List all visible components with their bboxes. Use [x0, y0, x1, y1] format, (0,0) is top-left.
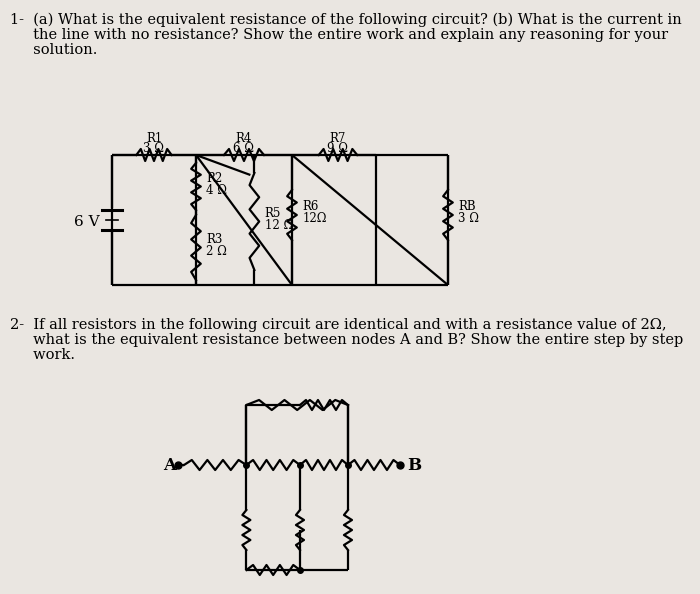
Text: B: B [407, 457, 421, 473]
Text: 3 Ω: 3 Ω [144, 143, 164, 156]
Text: 6 V: 6 V [74, 215, 99, 229]
Text: 1-  (a) What is the equivalent resistance of the following circuit? (b) What is : 1- (a) What is the equivalent resistance… [10, 13, 681, 27]
Text: the line with no resistance? Show the entire work and explain any reasoning for : the line with no resistance? Show the en… [10, 28, 668, 42]
Text: R2: R2 [206, 172, 223, 185]
Text: 3 Ω: 3 Ω [458, 213, 480, 226]
Text: 4 Ω: 4 Ω [206, 184, 228, 197]
Text: R4: R4 [236, 132, 252, 146]
Text: 2 Ω: 2 Ω [206, 245, 228, 258]
Text: what is the equivalent resistance between nodes A and B? Show the entire step by: what is the equivalent resistance betwee… [10, 333, 682, 347]
Text: 12Ω: 12Ω [302, 213, 327, 226]
Text: R5: R5 [265, 207, 281, 220]
Text: R3: R3 [206, 233, 223, 246]
Text: 9 Ω: 9 Ω [328, 143, 349, 156]
Text: work.: work. [10, 348, 75, 362]
Text: solution.: solution. [10, 43, 97, 57]
Text: 12 Ω: 12 Ω [265, 219, 293, 232]
Text: 6 Ω: 6 Ω [234, 143, 255, 156]
Text: R6: R6 [302, 201, 318, 213]
Text: A: A [163, 457, 176, 473]
Text: R1: R1 [146, 132, 162, 146]
Text: 2-  If all resistors in the following circuit are identical and with a resistanc: 2- If all resistors in the following cir… [10, 318, 666, 332]
Text: R7: R7 [330, 132, 346, 146]
Text: RB: RB [458, 201, 476, 213]
